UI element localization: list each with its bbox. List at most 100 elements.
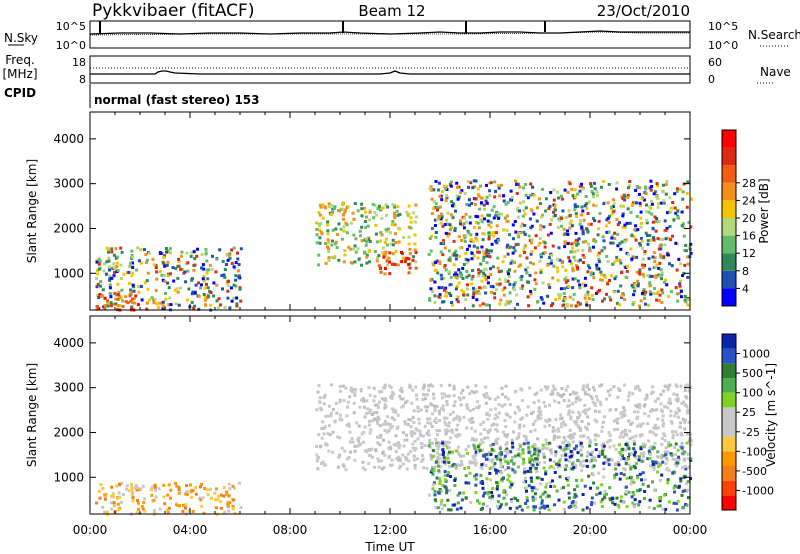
echo-cell (574, 422, 578, 426)
echo-cell (588, 246, 592, 250)
echo-cell (683, 427, 687, 431)
echo-cell (663, 384, 667, 388)
echo-cell (532, 401, 536, 405)
echo-cell (614, 467, 618, 471)
echo-cell (373, 394, 377, 398)
echo-cell (145, 279, 149, 283)
echo-cell (609, 388, 613, 392)
echo-cell (598, 211, 602, 215)
echo-cell (113, 270, 116, 274)
echo-cell (471, 295, 475, 299)
echo-cell (512, 283, 516, 287)
echo-cell (381, 251, 385, 255)
echo-cell (456, 185, 459, 189)
echo-cell (464, 251, 468, 255)
echo-cell (490, 424, 494, 427)
echo-cell (115, 255, 119, 259)
echo-cell (494, 214, 498, 218)
echo-cell (493, 398, 497, 401)
echo-cell (472, 390, 476, 394)
echo-cell (465, 403, 469, 407)
echo-cell (142, 248, 146, 252)
colorbar-swatch (722, 147, 736, 166)
echo-cell (176, 290, 180, 294)
echo-cell (662, 493, 666, 497)
echo-cell (315, 227, 319, 231)
echo-cell (635, 255, 639, 259)
echo-cell (518, 426, 521, 430)
echo-cell (448, 450, 451, 454)
echo-cell (135, 511, 139, 515)
time-tick-label: 00:00 (673, 523, 708, 537)
echo-cell (476, 256, 480, 260)
echo-cell (454, 275, 458, 279)
echo-cell (667, 468, 671, 472)
echo-cell (653, 423, 657, 427)
echo-cell (492, 216, 496, 220)
cpid-label: CPID (4, 86, 36, 100)
echo-cell (552, 188, 556, 192)
echo-cell (556, 226, 560, 229)
echo-cell (106, 299, 110, 303)
echo-cell (621, 212, 625, 216)
echo-cell (525, 499, 529, 503)
echo-cell (329, 414, 333, 418)
echo-cell (437, 181, 441, 185)
echo-cell (440, 507, 444, 511)
echo-cell (354, 250, 358, 254)
echo-cell (684, 418, 687, 422)
echo-cell (627, 457, 631, 461)
echo-cell (522, 200, 526, 204)
echo-cell (200, 283, 203, 287)
echo-cell (352, 233, 356, 237)
echo-cell (112, 265, 116, 269)
echo-cell (592, 481, 596, 485)
echo-cell (383, 272, 387, 276)
echo-cell (427, 388, 431, 392)
echo-cell (350, 437, 354, 440)
echo-cell (566, 191, 570, 194)
echo-cell (226, 284, 230, 287)
echo-cell (445, 416, 449, 420)
echo-cell (631, 435, 635, 439)
echo-cell (590, 458, 594, 462)
echo-cell (479, 423, 483, 427)
echo-cell (497, 186, 501, 190)
echo-cell (569, 417, 573, 421)
echo-cell (525, 256, 529, 260)
echo-cell (465, 220, 469, 224)
echo-cell (189, 254, 193, 258)
echo-cell (362, 399, 366, 403)
echo-cell (116, 502, 120, 506)
echo-cell (563, 240, 567, 244)
echo-cell (603, 297, 606, 301)
echo-cell (523, 244, 527, 248)
echo-cell (510, 483, 514, 487)
echo-cell (227, 482, 231, 486)
echo-cell (550, 259, 553, 263)
echo-cell (638, 403, 642, 407)
echo-cell (493, 462, 497, 465)
echo-cell (439, 273, 443, 277)
echo-cell (563, 465, 567, 469)
echo-cell (618, 242, 622, 245)
echo-cell (490, 290, 494, 294)
echo-cell (553, 208, 557, 212)
echo-cell (544, 438, 548, 442)
echo-cell (517, 432, 521, 436)
echo-cell (583, 390, 587, 394)
echo-cell (539, 253, 543, 257)
echo-cell (479, 269, 483, 273)
echo-cell (555, 489, 559, 493)
echo-cell (237, 263, 241, 266)
echo-cell (422, 392, 425, 396)
echo-cell (388, 384, 391, 388)
echo-cell (475, 298, 479, 302)
echo-cell (666, 387, 670, 391)
echo-cell (648, 290, 652, 294)
echo-cell (559, 425, 563, 429)
echo-cell (677, 409, 681, 413)
echo-cell (393, 211, 396, 215)
echo-cell (438, 480, 442, 483)
echo-cell (350, 390, 354, 394)
